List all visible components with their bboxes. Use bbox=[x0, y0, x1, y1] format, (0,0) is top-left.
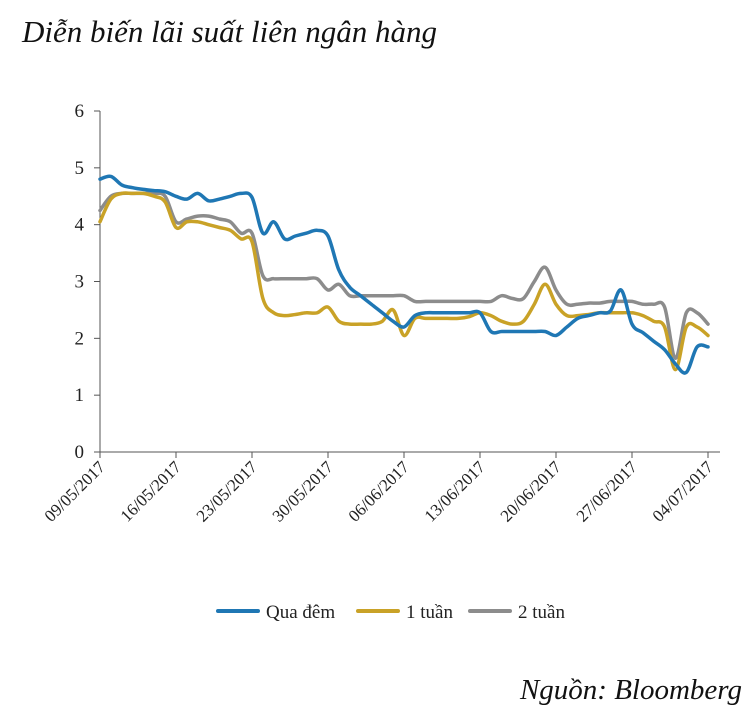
legend-label: Qua đêm bbox=[266, 602, 335, 623]
y-tick-label: 5 bbox=[75, 158, 85, 179]
x-tick-label: 04/07/2017 bbox=[649, 457, 718, 526]
x-tick-label: 13/06/2017 bbox=[421, 457, 490, 526]
y-tick-label: 3 bbox=[75, 272, 85, 293]
y-tick-label: 0 bbox=[75, 442, 85, 463]
x-tick-label: 30/05/2017 bbox=[269, 457, 338, 526]
x-tick-label: 09/05/2017 bbox=[41, 457, 110, 526]
y-tick-label: 1 bbox=[75, 385, 85, 406]
series-line-2-tuan bbox=[98, 191, 710, 360]
legend-label: 2 tuần bbox=[518, 602, 565, 623]
series-line-qua-dem bbox=[98, 174, 710, 375]
legend-entry-qua-dem: Qua đêm bbox=[216, 602, 335, 623]
x-tick-label: 23/05/2017 bbox=[193, 457, 262, 526]
y-tick-label: 4 bbox=[75, 215, 85, 236]
x-tick-label: 27/06/2017 bbox=[573, 457, 642, 526]
legend-label: 1 tuần bbox=[406, 602, 453, 623]
x-tick-layer: 09/05/2017 16/05/2017 23/05/2017 30/05/2017… bbox=[41, 452, 718, 526]
y-tick-label: 2 bbox=[75, 328, 85, 349]
x-tick-label: 20/06/2017 bbox=[497, 457, 566, 526]
axes-layer: 0 1 2 3 4 5 6 bbox=[75, 101, 720, 463]
source-note: Nguồn: Bloomberg bbox=[519, 674, 742, 706]
x-tick-label: 06/06/2017 bbox=[345, 457, 414, 526]
legend: Qua đêm 1 tuần 2 tuần bbox=[216, 602, 565, 623]
series-layer bbox=[98, 174, 710, 375]
page-title: Diễn biến lãi suất liên ngân hàng bbox=[22, 14, 438, 49]
legend-entry-1-tuan: 1 tuần bbox=[356, 602, 453, 623]
x-tick-label: 16/05/2017 bbox=[117, 457, 186, 526]
y-tick-label: 6 bbox=[75, 101, 85, 122]
legend-entry-2-tuan: 2 tuần bbox=[468, 602, 565, 623]
